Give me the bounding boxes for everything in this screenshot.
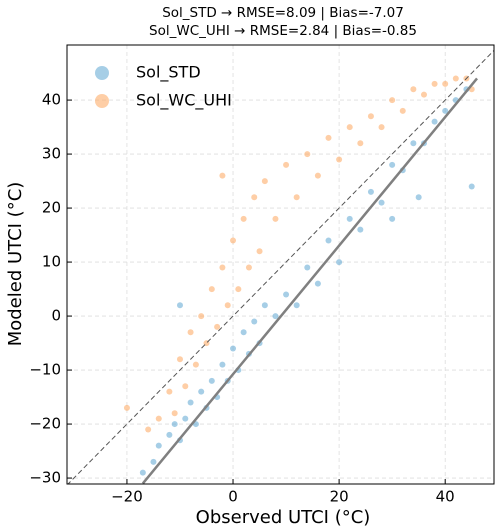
axes-frame — [66, 44, 495, 485]
point — [389, 97, 396, 104]
point — [171, 421, 178, 428]
point — [176, 302, 183, 309]
point — [357, 226, 364, 233]
point — [378, 124, 385, 131]
point — [155, 442, 162, 449]
point — [336, 259, 343, 266]
point — [182, 415, 189, 422]
point — [357, 140, 364, 147]
point — [410, 86, 417, 93]
point — [155, 415, 162, 422]
point — [240, 215, 247, 222]
point — [442, 80, 449, 87]
x-axis-label: Observed UTCI (°C) — [196, 507, 371, 528]
point — [272, 313, 279, 320]
y-tick-label: 30 — [42, 145, 61, 163]
point — [314, 172, 321, 179]
point — [283, 161, 290, 168]
reference-line — [67, 50, 494, 484]
x-tick-label: 40 — [436, 488, 455, 506]
point — [166, 388, 173, 395]
point — [468, 183, 475, 190]
point — [198, 313, 205, 320]
point — [431, 118, 438, 125]
point — [442, 107, 449, 114]
point — [150, 458, 157, 465]
point — [230, 237, 237, 244]
point — [214, 323, 221, 330]
point — [208, 377, 215, 384]
legend-label: Sol_WC_UHI — [136, 91, 232, 111]
point — [166, 431, 173, 438]
point — [187, 329, 194, 336]
point — [240, 329, 247, 336]
grid — [67, 45, 494, 484]
point — [224, 302, 231, 309]
x-tick-label: −20 — [111, 488, 143, 506]
point — [325, 134, 332, 141]
y-tick-label: 20 — [42, 199, 61, 217]
point — [389, 161, 396, 168]
point — [346, 215, 353, 222]
point — [367, 188, 374, 195]
point — [171, 410, 178, 417]
y-tick-label: 40 — [42, 91, 61, 109]
point — [304, 151, 311, 158]
y-tick-label: −10 — [29, 361, 61, 379]
point — [415, 194, 422, 201]
x-tick-label: 0 — [228, 488, 238, 506]
point — [314, 280, 321, 287]
point — [378, 199, 385, 206]
legend-marker — [95, 94, 109, 108]
point — [176, 356, 183, 363]
point — [208, 286, 215, 293]
point — [219, 264, 226, 271]
y-tick-label: −20 — [29, 415, 61, 433]
point — [219, 361, 226, 368]
plot-area — [67, 50, 494, 484]
y-tick-label: 10 — [42, 253, 61, 271]
x-tick-label: 20 — [330, 488, 349, 506]
point — [399, 107, 406, 114]
point — [283, 291, 290, 298]
point — [272, 215, 279, 222]
point — [293, 194, 300, 201]
point — [367, 113, 374, 120]
legend-label: Sol_STD — [136, 63, 201, 83]
point — [410, 140, 417, 147]
point — [261, 302, 268, 309]
point — [145, 426, 152, 433]
y-tick-label: 0 — [51, 307, 61, 325]
point — [251, 194, 258, 201]
point — [245, 264, 252, 271]
point — [293, 302, 300, 309]
point — [235, 286, 242, 293]
point — [192, 361, 199, 368]
point — [187, 399, 194, 406]
point — [325, 237, 332, 244]
point — [139, 469, 146, 476]
point — [336, 156, 343, 163]
point — [198, 388, 205, 395]
point — [123, 404, 130, 411]
y-axis-label: Modeled UTCI (°C) — [5, 182, 26, 347]
legend-marker — [95, 66, 109, 80]
legend: Sol_STD Sol_WC_UHI — [95, 63, 232, 111]
point — [389, 215, 396, 222]
point — [452, 75, 459, 82]
point — [230, 345, 237, 352]
point — [256, 248, 263, 255]
point — [251, 318, 258, 325]
point — [261, 178, 268, 185]
point — [304, 264, 311, 271]
reference-line — [141, 77, 478, 484]
point — [346, 124, 353, 131]
y-tick-label: −30 — [29, 469, 61, 487]
point — [420, 91, 427, 98]
chart-title: Sol_STD → RMSE=8.09 | Bias=-7.07 Sol_WC_U… — [149, 5, 417, 39]
point — [431, 80, 438, 87]
point — [182, 383, 189, 390]
point — [219, 172, 226, 179]
